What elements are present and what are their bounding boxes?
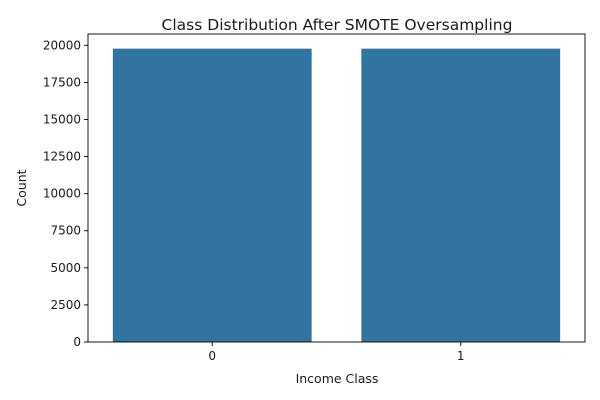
bar-0	[112, 48, 312, 343]
x-tick-label: 0	[208, 349, 216, 363]
y-tick-label: 10000	[43, 187, 81, 201]
y-axis-ticks: 0 2500 5000 7500 10000 12500 15000 17500 20000	[43, 38, 88, 349]
bars-group	[112, 48, 561, 343]
y-tick-label: 0	[73, 335, 81, 349]
bar-1	[361, 48, 561, 343]
y-tick-label: 12500	[43, 150, 81, 164]
x-tick-label: 1	[457, 349, 465, 363]
chart-title: Class Distribution After SMOTE Oversampl…	[162, 16, 513, 34]
plot-frame	[87, 33, 586, 343]
y-axis-label: Count	[14, 169, 29, 206]
y-tick-label: 20000	[43, 38, 81, 52]
y-tick-label: 17500	[43, 75, 81, 89]
y-tick-label: 2500	[50, 298, 81, 312]
y-tick-label: 15000	[43, 112, 81, 126]
y-tick-label: 7500	[50, 224, 81, 238]
x-axis-label: Income Class	[296, 371, 379, 386]
y-tick-label: 5000	[50, 261, 81, 275]
